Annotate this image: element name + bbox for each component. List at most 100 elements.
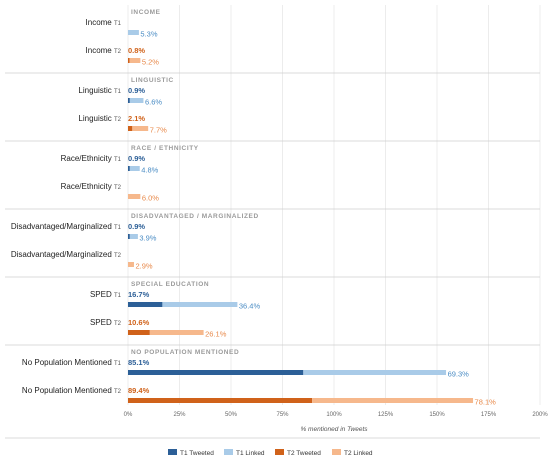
linked-bar (128, 194, 141, 199)
row-label-time: T1 (114, 361, 122, 367)
x-tick-label: 100% (326, 412, 342, 418)
row-label-time: T2 (114, 389, 122, 395)
x-tick-label: 125% (378, 412, 394, 418)
linked-bar (128, 262, 134, 267)
x-tick-label: 150% (429, 412, 445, 418)
row-label: Linguistic T2 (78, 114, 121, 123)
tweeted-bar (128, 126, 133, 131)
row-label-time: T1 (114, 225, 122, 231)
group-header: NO POPULATION MENTIONED (131, 349, 239, 356)
row-label-name: Disadvantaged/Marginalized (11, 250, 114, 259)
row-label-time: T2 (114, 253, 122, 259)
row-label: Disadvantaged/Marginalized T1 (11, 222, 122, 231)
row-label: Disadvantaged/Marginalized T2 (11, 250, 122, 259)
legend: T1 Tweeted T1 Linked T2 Tweeted T2 Linked (168, 449, 373, 457)
labels: INCOME Income T1 5.3% Income T2 0.8% 5.2% LING… (11, 9, 496, 407)
x-tick-label: 25% (173, 412, 186, 418)
row-label: Race/Ethnicity T1 (61, 154, 122, 163)
x-tick-label: 0% (124, 412, 133, 418)
tweeted-value-label: 0.9% (128, 86, 145, 95)
x-tick-label: 175% (481, 412, 497, 418)
tweeted-value-label: 0.9% (128, 154, 145, 163)
row-label: Income T1 (86, 18, 122, 27)
tweeted-bar (128, 302, 163, 307)
legend-label: T2 Linked (344, 450, 373, 457)
row-label-time: T1 (114, 89, 122, 95)
row-label-name: SPED (90, 318, 114, 327)
row-label-name: Disadvantaged/Marginalized (11, 222, 114, 231)
linked-value-label: 36.4% (239, 302, 261, 311)
linked-value-label: 6.6% (145, 98, 162, 107)
linked-value-label: 3.9% (139, 234, 156, 243)
group-header: RACE / ETHNICITY (131, 145, 199, 152)
group-header: DISADVANTAGED / MARGINALIZED (131, 213, 259, 220)
linked-bar (303, 370, 447, 375)
x-tick-label: 75% (276, 412, 289, 418)
linked-value-label: 69.3% (448, 370, 470, 379)
row-label: SPED T1 (90, 290, 122, 299)
tweeted-value-label: 0.8% (128, 46, 145, 55)
row-label-time: T2 (114, 49, 122, 55)
tweeted-bar (128, 398, 313, 403)
legend-swatch (224, 449, 233, 455)
legend-label: T2 Tweeted (287, 450, 321, 457)
row-label-name: Linguistic (78, 114, 114, 123)
linked-bar (129, 166, 140, 171)
linked-value-label: 4.8% (141, 166, 158, 175)
linked-bar (129, 58, 141, 63)
group-header: LINGUISTIC (131, 77, 174, 84)
row-label-time: T1 (114, 293, 122, 299)
tweeted-bar (128, 98, 130, 103)
gridlines (127, 5, 541, 405)
tweeted-bar (128, 58, 130, 63)
bars (128, 30, 474, 403)
tweeted-value-label: 0.9% (128, 222, 145, 231)
linked-bar (129, 98, 144, 103)
tweeted-bar (128, 166, 130, 171)
row-label-time: T2 (114, 321, 122, 327)
linked-value-label: 7.7% (150, 126, 167, 135)
row-label-time: T1 (114, 157, 122, 163)
row-label-time: T2 (114, 117, 122, 123)
legend-swatch (275, 449, 284, 455)
linked-value-label: 5.3% (140, 30, 157, 39)
linked-bar (129, 234, 138, 239)
row-label: Race/Ethnicity T2 (61, 182, 122, 191)
linked-value-label: 26.1% (205, 330, 227, 339)
row-label: SPED T2 (90, 318, 122, 327)
tweeted-bar (128, 234, 130, 239)
linked-bar (162, 302, 238, 307)
row-label: No Population Mentioned T1 (22, 358, 122, 367)
tweeted-value-label: 16.7% (128, 290, 150, 299)
group-header: INCOME (131, 9, 161, 16)
row-label-name: SPED (90, 290, 114, 299)
linked-bar (149, 330, 204, 335)
group-separators (5, 72, 540, 439)
linked-value-label: 78.1% (475, 398, 497, 407)
row-label-name: No Population Mentioned (22, 386, 114, 395)
tweeted-value-label: 85.1% (128, 358, 150, 367)
tweeted-value-label: 10.6% (128, 318, 150, 327)
legend-label: T1 Tweeted (180, 450, 214, 457)
row-label-name: Income (86, 18, 114, 27)
row-label: No Population Mentioned T2 (22, 386, 122, 395)
tweeted-value-label: 2.1% (128, 114, 145, 123)
tweeted-bar (128, 330, 150, 335)
linked-value-label: 6.0% (142, 194, 159, 203)
linked-bar (312, 398, 474, 403)
row-label: Linguistic T1 (78, 86, 121, 95)
x-tick-label: 200% (532, 412, 548, 418)
tweeted-bar (128, 370, 304, 375)
row-label-name: Race/Ethnicity (61, 154, 114, 163)
row-label: Income T2 (86, 46, 122, 55)
legend-swatch (168, 449, 177, 455)
tweeted-value-label: 89.4% (128, 386, 150, 395)
row-label-name: Income (86, 46, 114, 55)
row-label-time: T1 (114, 21, 122, 27)
row-label-name: No Population Mentioned (22, 358, 114, 367)
linked-bar (132, 126, 149, 131)
linked-value-label: 5.2% (142, 58, 159, 67)
x-axis-title: % mentioned in Tweets (300, 426, 368, 433)
x-tick-label: 50% (225, 412, 238, 418)
